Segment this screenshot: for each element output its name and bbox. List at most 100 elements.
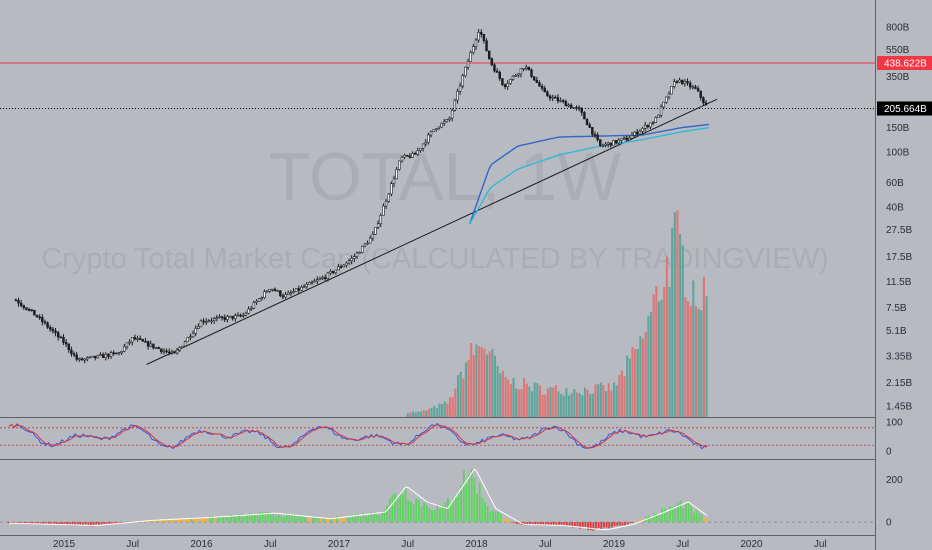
candle-body [96, 355, 100, 359]
candle-body [622, 137, 626, 140]
volume-bar [626, 355, 629, 417]
volume-bar [642, 338, 645, 417]
histogram-bar [13, 522, 16, 524]
time-axis-tick: 2017 [328, 539, 351, 550]
histogram-bar [179, 518, 182, 523]
histogram-bar [388, 498, 391, 523]
histogram-bar [238, 514, 240, 523]
candle-body [599, 139, 602, 146]
candle-body [334, 269, 338, 273]
candle-body [78, 358, 81, 360]
candle-body [435, 128, 438, 131]
histogram-bar [169, 519, 172, 523]
candle-body [556, 97, 560, 102]
histogram-bar [476, 493, 478, 523]
histogram-bar [39, 522, 42, 524]
volume-bar [647, 315, 650, 417]
candle-body [329, 271, 332, 274]
candle-body [522, 68, 525, 70]
histogram-bar [423, 502, 426, 523]
histogram-bar [505, 518, 508, 523]
volume-bar [425, 410, 428, 417]
histogram-bar [489, 511, 492, 523]
histogram-bar [18, 522, 21, 524]
histogram-bar [684, 502, 687, 523]
candle-body [51, 328, 55, 332]
candle-body [506, 83, 509, 88]
volume-bar [620, 370, 623, 417]
histogram-bar [396, 495, 399, 523]
candle-body [458, 85, 462, 92]
price-axis-tick: 11.5B [886, 277, 912, 288]
histogram-pane[interactable] [0, 468, 875, 531]
candle-body [551, 96, 554, 99]
volume-bar [657, 301, 661, 417]
volume-bar [422, 410, 425, 417]
price-axis-tick: 1.45B [886, 402, 912, 413]
candle-body [205, 321, 208, 323]
histogram-bar [113, 522, 116, 524]
histogram-bar [16, 522, 18, 524]
candle-body [72, 353, 76, 356]
volume-bar [475, 344, 478, 417]
volume-bar [472, 355, 475, 417]
histogram-bar [613, 522, 616, 527]
histogram-bar [203, 518, 206, 523]
histogram-bar [674, 505, 677, 523]
histogram-bar [53, 522, 55, 525]
histogram-bar [359, 516, 362, 523]
volume-bar [605, 391, 608, 417]
volume-bar [467, 359, 470, 417]
stochastic-pane[interactable] [0, 422, 875, 450]
histogram-bar [261, 512, 264, 523]
volume-bar [652, 294, 655, 417]
candle-body [511, 75, 515, 80]
candle-body [519, 68, 523, 75]
volume-bar [515, 388, 518, 417]
histogram-bar [608, 522, 611, 529]
histogram-bar [412, 504, 415, 523]
candle-body [480, 32, 483, 35]
candle-body [117, 352, 121, 355]
candle-body [554, 96, 557, 99]
candle-body [641, 128, 644, 132]
candle-body [651, 122, 655, 124]
candle-body [580, 108, 583, 113]
histogram-bar [439, 508, 441, 523]
histogram-bar [507, 519, 510, 523]
volume-bar [549, 387, 552, 417]
volume-bar [406, 413, 409, 417]
candle-body [46, 322, 49, 328]
volume-bar [586, 389, 589, 417]
histogram-bar [449, 502, 452, 523]
candle-body [379, 215, 383, 225]
candle-body [453, 99, 457, 111]
time-axis-tick: Jul [539, 539, 552, 550]
histogram-bar [679, 500, 682, 523]
candle-body [461, 75, 464, 87]
candle-body [228, 315, 232, 318]
candle-body [636, 131, 639, 135]
time-axis-tick: 2016 [190, 539, 213, 550]
volume-bar [451, 397, 454, 417]
candle-body [593, 134, 597, 136]
price-axis-tick: 7.5B [886, 303, 907, 314]
candle-body [80, 358, 84, 361]
candle-body [368, 237, 372, 244]
candle-body [625, 137, 628, 141]
histogram-bar [338, 518, 341, 523]
volume-bar [581, 394, 584, 417]
histogram-bar [306, 518, 309, 523]
candle-body [236, 314, 240, 317]
candle-body [133, 337, 137, 340]
histogram-bar [201, 518, 203, 523]
histogram-bar [216, 516, 219, 523]
candle-body [276, 290, 279, 293]
histogram-bar [550, 522, 552, 525]
volume-bar [512, 377, 515, 417]
histogram-signal-line [9, 468, 708, 531]
candle-body [662, 101, 665, 108]
histogram-bar [45, 522, 47, 524]
volume-bar [694, 306, 698, 417]
